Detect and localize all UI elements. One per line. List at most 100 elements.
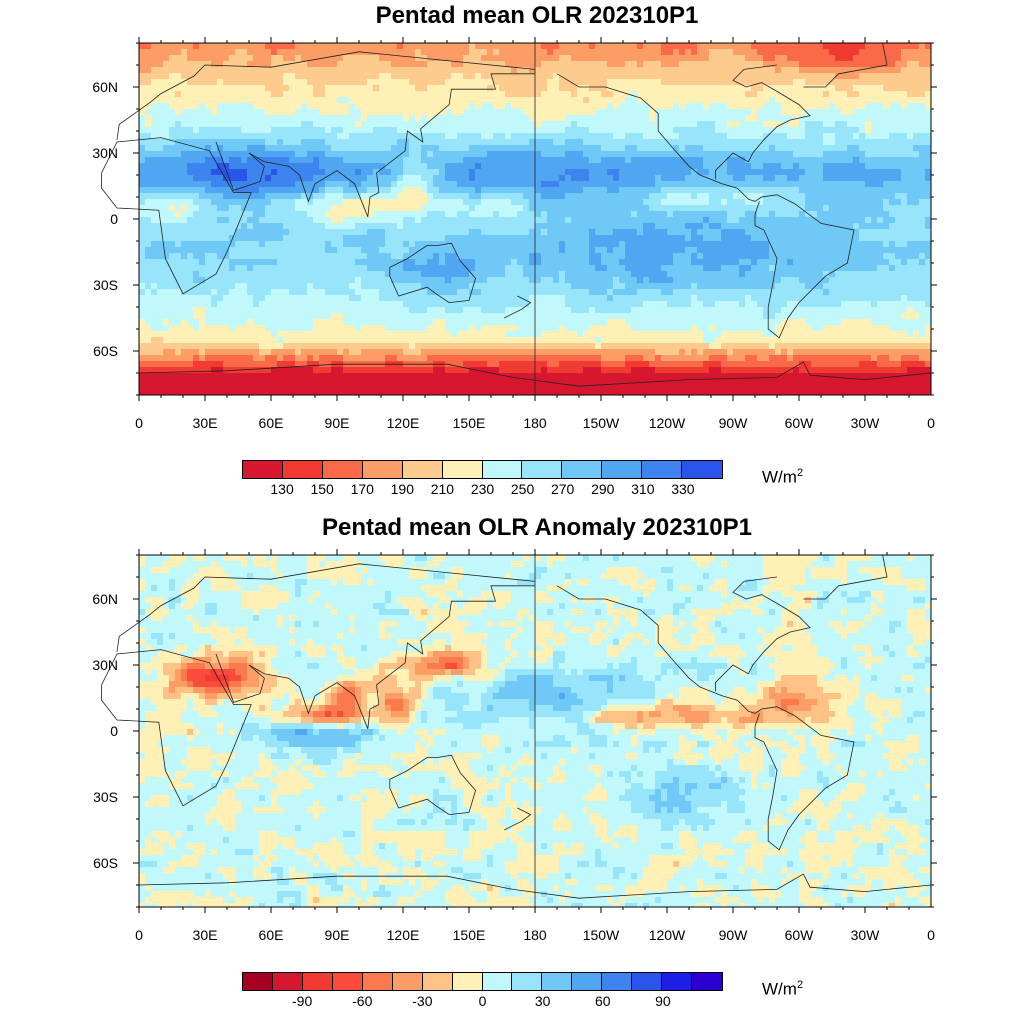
- lat-tick-label: 60S: [93, 855, 118, 871]
- colorbar-swatch: [332, 973, 363, 990]
- lat-tick-label: 0: [110, 723, 118, 739]
- colorbar-swatch: [322, 461, 363, 478]
- lon-tick-label: 0: [135, 415, 143, 431]
- lon-tick-label: 150W: [583, 927, 620, 943]
- colorbar-label: 30: [534, 993, 551, 1009]
- lon-tick-label: 0: [135, 927, 143, 943]
- colorbar-swatch: [392, 973, 423, 990]
- lon-tick-label: 0: [927, 415, 935, 431]
- colorbar-swatch: [562, 461, 603, 478]
- olr-mean-map: 0 30E 60E 90E 120E 150E 180 150W 120W 90W 60W 30W 0 6…: [92, 37, 937, 431]
- lat-tick-label: 30S: [93, 789, 118, 805]
- lon-tick-label: 30E: [193, 415, 218, 431]
- colorbar-label: 210: [430, 481, 455, 497]
- lon-tick-label: 60E: [259, 927, 284, 943]
- colorbar-swatch: [272, 973, 303, 990]
- colorbar-swatch: [482, 973, 513, 990]
- colorbar-label: 170: [350, 481, 374, 497]
- colorbar-label: 60: [594, 993, 611, 1009]
- olr-anomaly-axes: 0 30E 60E 90E 120E 150E 180 150W 120W 90W 60W 30W 0 6…: [92, 549, 937, 943]
- colorbar-label: -90: [292, 993, 313, 1009]
- colorbar-label: 150: [310, 481, 334, 497]
- lon-tick-label: 90E: [325, 415, 350, 431]
- colorbar-swatch: [362, 461, 403, 478]
- olr-anomaly-coastlines: [101, 554, 932, 899]
- colorbar-label: 250: [510, 481, 535, 497]
- colorbar-swatch: [362, 973, 393, 990]
- colorbar-swatch: [542, 973, 573, 990]
- olr-mean-shading: [139, 43, 932, 396]
- lon-tick-label: 30E: [193, 927, 218, 943]
- lon-tick-label: 120W: [649, 415, 686, 431]
- lon-tick-label: 90W: [719, 927, 749, 943]
- lat-tick-label: 30N: [92, 657, 118, 673]
- colorbar-swatch: [692, 973, 722, 990]
- lon-tick-label: 90W: [719, 415, 749, 431]
- colorbar-label: 330: [671, 481, 695, 497]
- lon-tick-label: 0: [927, 927, 935, 943]
- colorbar-label: 290: [591, 481, 615, 497]
- lon-tick-label: 150E: [453, 927, 486, 943]
- lat-tick-label: 30S: [93, 277, 118, 293]
- lon-tick-label: 120W: [649, 927, 686, 943]
- olr-anomaly-unit: W/m2: [762, 979, 804, 999]
- olr-anomaly-shading: [139, 555, 932, 908]
- colorbar-swatch: [522, 461, 563, 478]
- lon-tick-label: 180: [523, 927, 547, 943]
- olr-mean-coastlines: [101, 42, 932, 387]
- colorbar-swatch: [452, 973, 483, 990]
- colorbar-label: 310: [631, 481, 655, 497]
- olr-mean-title: Pentad mean OLR 202310P1: [375, 2, 699, 29]
- colorbar-swatch: [243, 461, 283, 478]
- lat-tick-label: 60S: [93, 343, 118, 359]
- colorbar-label: 90: [655, 993, 671, 1009]
- colorbar-label: -30: [412, 993, 433, 1009]
- lat-tick-label: 30N: [92, 145, 118, 161]
- olr-mean-panel: Pentad mean OLR 202310P1 0 30E 60E 90E 120E 1…: [0, 0, 1024, 510]
- olr-anomaly-map: 0 30E 60E 90E 120E 150E 180 150W 120W 90W 60W 30W 0 6…: [92, 549, 937, 943]
- olr-anomaly-title: Pentad mean OLR Anomaly 202310P1: [322, 514, 752, 541]
- colorbar-label: 230: [470, 481, 495, 497]
- colorbar-swatch: [682, 461, 723, 478]
- olr-anomaly-colorbar: [242, 972, 723, 991]
- olr-mean-colorbar: [242, 460, 723, 479]
- colorbar-swatch: [422, 973, 453, 990]
- lat-tick-label: 60N: [92, 79, 118, 95]
- lon-tick-label: 60W: [785, 415, 815, 431]
- colorbar-swatch: [512, 973, 543, 990]
- olr-mean-unit: W/m2: [762, 467, 804, 487]
- olr-mean-axes: 0 30E 60E 90E 120E 150E 180 150W 120W 90W 60W 30W 0 6…: [92, 37, 937, 431]
- colorbar-swatch: [572, 973, 603, 990]
- colorbar-swatch: [243, 973, 273, 990]
- colorbar-swatch: [442, 461, 483, 478]
- lon-tick-label: 180: [523, 415, 547, 431]
- colorbar-swatch: [602, 461, 643, 478]
- colorbar-label: 130: [270, 481, 294, 497]
- colorbar-swatch: [402, 461, 443, 478]
- colorbar-swatch: [632, 973, 663, 990]
- olr-anomaly-panel: Pentad mean OLR Anomaly 202310P1 0 30E 60E…: [0, 512, 1024, 1024]
- lon-tick-label: 30W: [851, 415, 881, 431]
- lat-tick-label: 0: [110, 211, 118, 227]
- colorbar-label: 190: [390, 481, 415, 497]
- lon-tick-label: 90E: [325, 927, 350, 943]
- lat-tick-label: 60N: [92, 591, 118, 607]
- lon-tick-label: 120E: [387, 415, 420, 431]
- colorbar-swatch: [602, 973, 633, 990]
- lon-tick-label: 150W: [583, 415, 620, 431]
- colorbar-swatch: [482, 461, 523, 478]
- lon-tick-label: 150E: [453, 415, 486, 431]
- olr-mean-colorbar-labels: 130 150 170 190 210 230 250 270 290 310 330: [242, 481, 723, 499]
- colorbar-swatch: [302, 973, 333, 990]
- lon-tick-label: 120E: [387, 927, 420, 943]
- colorbar-swatch: [642, 461, 683, 478]
- colorbar-label: 0: [478, 993, 487, 1009]
- colorbar-swatch: [282, 461, 323, 478]
- lon-tick-label: 60W: [785, 927, 815, 943]
- colorbar-label: -60: [352, 993, 373, 1009]
- colorbar-label: 270: [550, 481, 575, 497]
- lon-tick-label: 30W: [851, 927, 881, 943]
- colorbar-swatch: [662, 973, 693, 990]
- olr-anomaly-colorbar-labels: -90 -60 -30 0 30 60 90: [242, 993, 723, 1011]
- lon-tick-label: 60E: [259, 415, 284, 431]
